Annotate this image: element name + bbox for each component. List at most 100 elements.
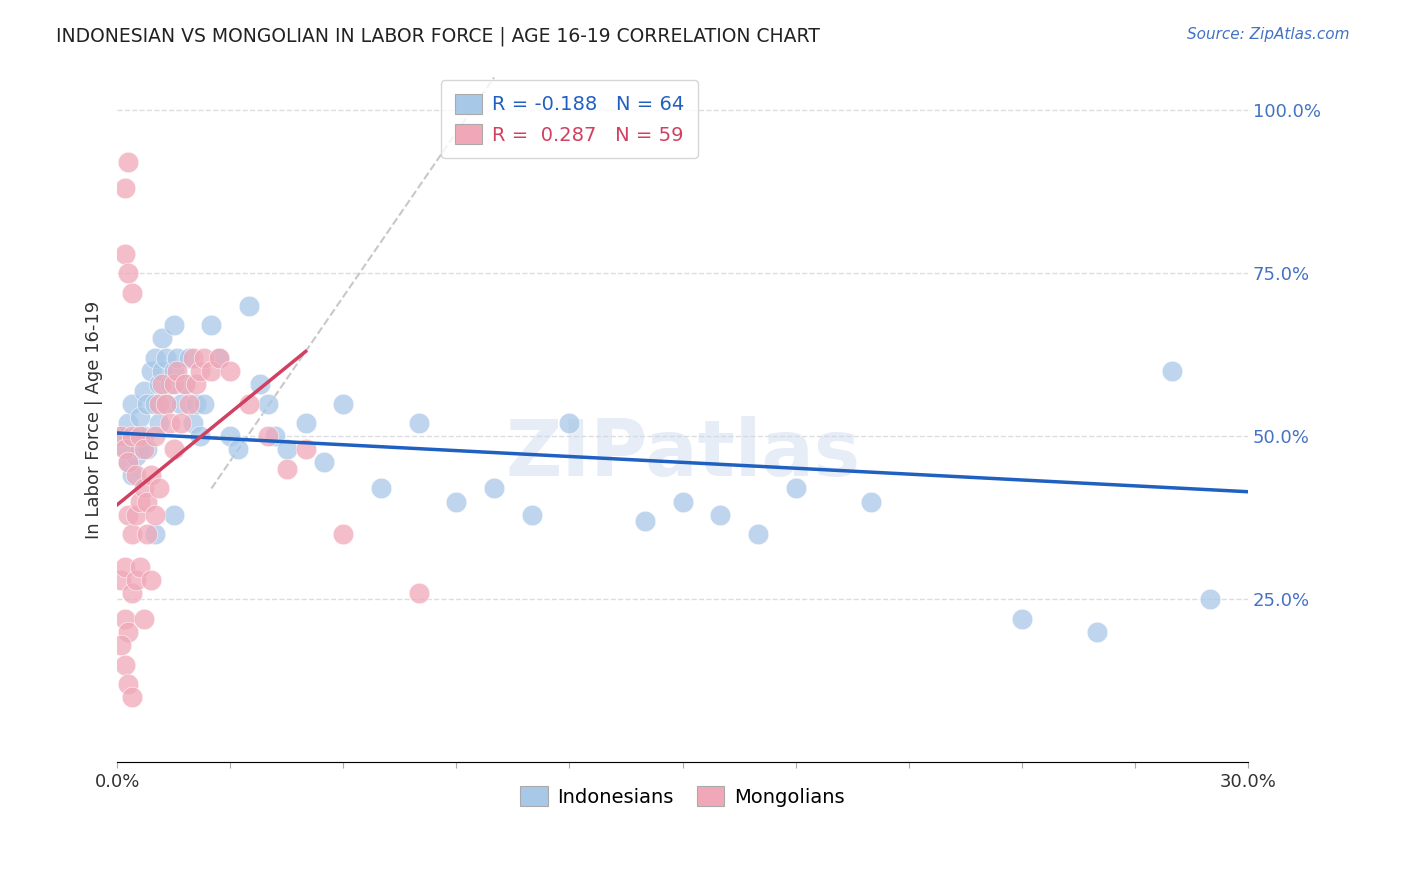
Point (132, 482, 155, 496)
Point (520, 508, 543, 522)
Point (332, 397, 354, 411)
Point (238, 397, 260, 411)
Point (181, 416, 204, 430)
Point (136, 527, 159, 541)
Point (1011, 612, 1033, 626)
Point (634, 514, 657, 528)
Point (166, 364, 188, 378)
Point (132, 612, 155, 626)
Point (219, 364, 242, 378)
Point (276, 442, 298, 457)
Point (117, 677, 139, 691)
Point (121, 586, 143, 600)
Point (125, 573, 148, 587)
Text: INDONESIAN VS MONGOLIAN IN LABOR FORCE | AGE 16-19 CORRELATION CHART: INDONESIAN VS MONGOLIAN IN LABOR FORCE |… (56, 27, 820, 46)
Point (121, 690, 143, 705)
Point (136, 494, 159, 508)
Point (314, 455, 336, 469)
Point (143, 397, 166, 411)
Point (117, 416, 139, 430)
Point (1199, 592, 1222, 607)
Point (110, 573, 132, 587)
Point (121, 429, 143, 443)
Point (139, 364, 162, 378)
Point (117, 455, 139, 469)
Point (177, 397, 200, 411)
Point (128, 409, 150, 424)
Point (117, 625, 139, 640)
Point (132, 442, 155, 457)
Point (408, 416, 430, 430)
Text: Source: ZipAtlas.com: Source: ZipAtlas.com (1187, 27, 1350, 42)
Point (193, 351, 215, 365)
Point (128, 429, 150, 443)
Point (148, 397, 170, 411)
Point (159, 377, 181, 392)
Point (249, 377, 271, 392)
Point (110, 638, 132, 652)
Point (785, 482, 807, 496)
Point (257, 429, 280, 443)
Point (186, 397, 208, 411)
Point (859, 494, 882, 508)
Point (121, 397, 143, 411)
Point (139, 468, 162, 483)
Point (125, 449, 148, 463)
Point (370, 482, 392, 496)
Point (125, 429, 148, 443)
Point (117, 508, 139, 522)
Point (482, 482, 505, 496)
Point (110, 429, 132, 443)
Point (163, 377, 186, 392)
Point (143, 429, 166, 443)
Point (155, 397, 177, 411)
Point (114, 442, 136, 457)
Point (166, 351, 188, 365)
Point (1085, 625, 1108, 640)
Point (148, 377, 170, 392)
Point (128, 559, 150, 574)
Point (155, 351, 177, 365)
Point (114, 246, 136, 260)
Point (121, 285, 143, 300)
Point (193, 397, 215, 411)
Point (125, 468, 148, 483)
Point (332, 527, 354, 541)
Point (143, 351, 166, 365)
Point (121, 527, 143, 541)
Point (188, 364, 211, 378)
Point (208, 351, 231, 365)
Point (143, 527, 166, 541)
Legend: Indonesians, Mongolians: Indonesians, Mongolians (513, 779, 852, 814)
Point (170, 397, 193, 411)
Point (170, 416, 193, 430)
Point (114, 442, 136, 457)
Point (408, 586, 430, 600)
Point (208, 351, 231, 365)
Point (114, 612, 136, 626)
Point (148, 482, 170, 496)
Point (136, 397, 159, 411)
Point (128, 442, 150, 457)
Point (117, 155, 139, 169)
Point (200, 318, 222, 333)
Point (110, 429, 132, 443)
Point (114, 559, 136, 574)
Point (558, 416, 581, 430)
Point (136, 442, 159, 457)
Point (121, 468, 143, 483)
Point (257, 397, 280, 411)
Point (163, 508, 186, 522)
Point (238, 299, 260, 313)
Point (117, 455, 139, 469)
Point (132, 384, 155, 398)
Point (163, 364, 186, 378)
Point (148, 416, 170, 430)
Point (163, 318, 186, 333)
Point (152, 364, 174, 378)
Point (446, 494, 468, 508)
Point (177, 351, 200, 365)
Text: ZIPatlas: ZIPatlas (505, 417, 860, 492)
Point (219, 429, 242, 443)
Point (163, 442, 186, 457)
